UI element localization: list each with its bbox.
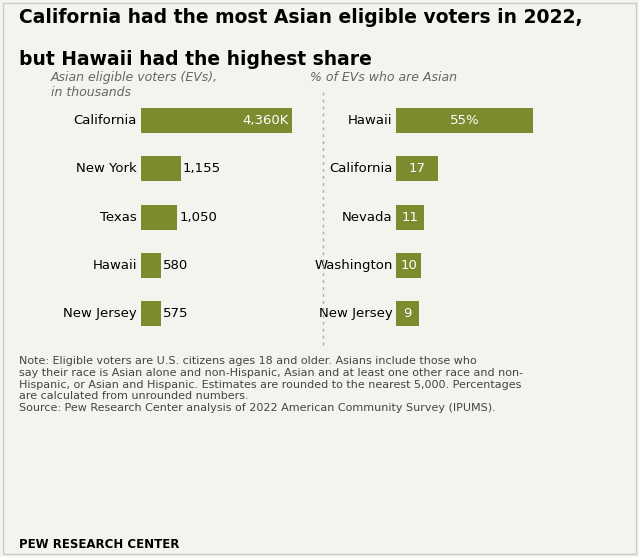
Bar bbox=[141, 301, 160, 326]
Text: 17: 17 bbox=[409, 163, 426, 175]
Text: 11: 11 bbox=[401, 211, 419, 224]
Text: 1,155: 1,155 bbox=[183, 163, 221, 175]
Text: Washington: Washington bbox=[314, 259, 392, 272]
Text: but Hawaii had the highest share: but Hawaii had the highest share bbox=[19, 50, 372, 70]
Bar bbox=[396, 253, 421, 278]
Text: California had the most Asian eligible voters in 2022,: California had the most Asian eligible v… bbox=[19, 8, 583, 27]
Bar bbox=[396, 204, 424, 230]
Text: New York: New York bbox=[77, 163, 137, 175]
Bar bbox=[141, 204, 177, 230]
Text: PEW RESEARCH CENTER: PEW RESEARCH CENTER bbox=[19, 539, 180, 551]
Text: Hawaii: Hawaii bbox=[93, 259, 137, 272]
Text: 10: 10 bbox=[400, 259, 417, 272]
Text: Hawaii: Hawaii bbox=[348, 114, 392, 127]
Text: California: California bbox=[329, 163, 392, 175]
Text: 9: 9 bbox=[403, 307, 412, 320]
Bar bbox=[141, 108, 292, 133]
Text: Nevada: Nevada bbox=[342, 211, 392, 224]
Text: 4,360K: 4,360K bbox=[243, 114, 289, 127]
Text: Texas: Texas bbox=[100, 211, 137, 224]
Text: California: California bbox=[73, 114, 137, 127]
Text: 580: 580 bbox=[163, 259, 188, 272]
Bar bbox=[141, 253, 160, 278]
Bar bbox=[396, 108, 533, 133]
Text: Note: Eligible voters are U.S. citizens ages 18 and older. Asians include those : Note: Eligible voters are U.S. citizens … bbox=[19, 356, 523, 413]
Text: New Jersey: New Jersey bbox=[63, 307, 137, 320]
Text: % of EVs who are Asian: % of EVs who are Asian bbox=[310, 71, 457, 84]
Text: 575: 575 bbox=[162, 307, 188, 320]
Bar bbox=[396, 301, 419, 326]
Bar bbox=[396, 157, 438, 182]
Text: Asian eligible voters (EVs),
in thousands: Asian eligible voters (EVs), in thousand… bbox=[51, 71, 218, 99]
Text: New Jersey: New Jersey bbox=[319, 307, 392, 320]
Bar bbox=[141, 157, 181, 182]
Text: 1,050: 1,050 bbox=[179, 211, 217, 224]
Text: 55%: 55% bbox=[450, 114, 479, 127]
